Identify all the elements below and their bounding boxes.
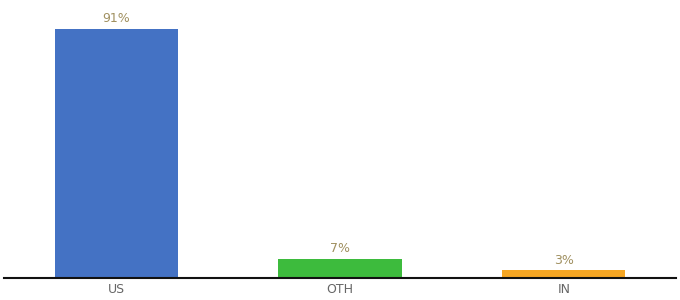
Bar xyxy=(503,270,626,278)
Bar xyxy=(54,29,177,278)
Text: 3%: 3% xyxy=(554,254,574,267)
Text: 91%: 91% xyxy=(102,12,130,25)
Bar xyxy=(278,259,402,278)
Text: 7%: 7% xyxy=(330,242,350,255)
